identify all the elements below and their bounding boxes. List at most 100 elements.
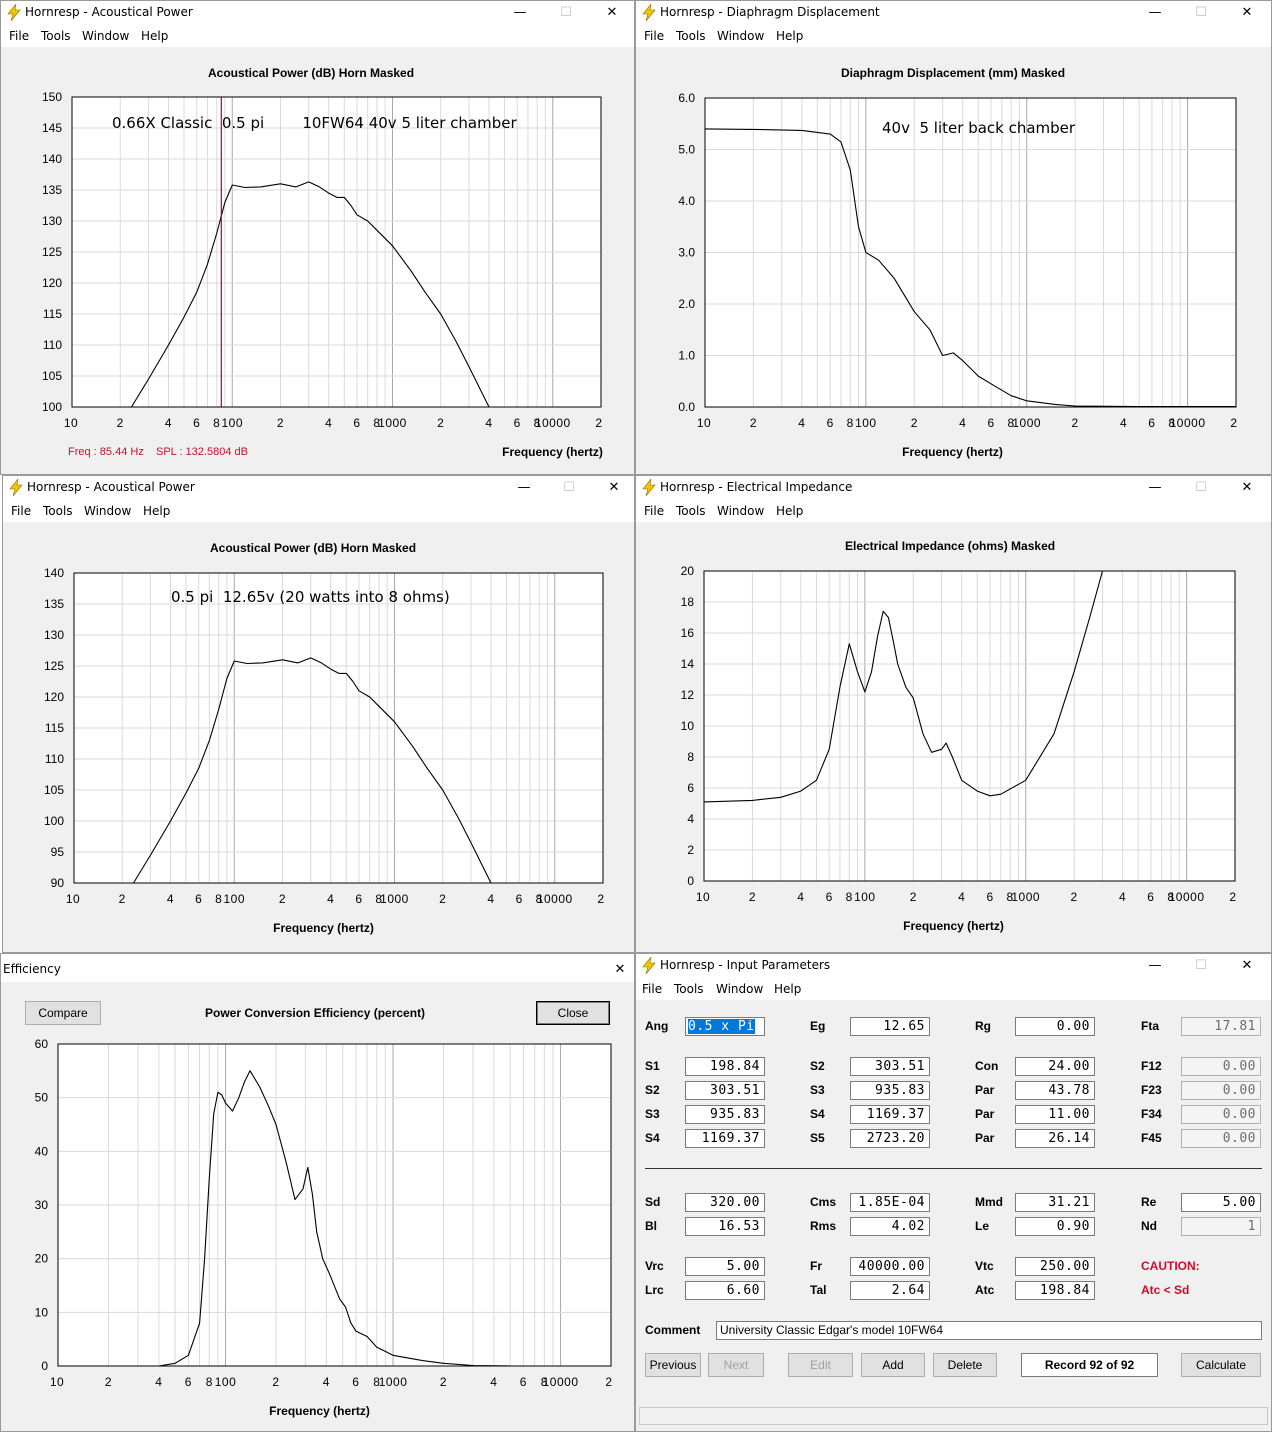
menu-tools[interactable]: Tools [676,504,706,518]
param-field-s2[interactable]: 303.51 [685,1081,765,1100]
param-field-s4[interactable]: 1169.37 [850,1105,930,1124]
param-field-mmd[interactable]: 31.21 [1015,1193,1095,1212]
menu-file[interactable]: File [9,29,30,43]
minimize-button[interactable]: — [517,480,531,495]
param-field-ang[interactable]: 0.5 x Pi [685,1017,765,1036]
param-field-eg[interactable]: 12.65 [850,1017,930,1036]
minimize-button[interactable]: — [513,5,527,20]
x-tick-label: 8 [536,892,543,906]
x-tick-label: 1000 [1012,416,1041,430]
menu-tools[interactable]: Tools [43,504,73,518]
param-field-s4[interactable]: 1169.37 [685,1129,765,1148]
param-field-f12: 0.00 [1181,1057,1261,1076]
menu-window[interactable]: Window [717,29,765,43]
close-button[interactable]: ✕ [608,480,620,495]
maximize-button[interactable]: ☐ [1195,480,1207,495]
menu-help[interactable]: Help [776,29,804,43]
next-button[interactable]: Next [708,1353,764,1377]
menu-window[interactable]: Window [84,504,132,518]
param-field-tal[interactable]: 2.64 [850,1281,930,1300]
param-field-cms[interactable]: 1.85E-04 [850,1193,930,1212]
param-field-bl[interactable]: 16.53 [685,1217,765,1236]
param-field-s3[interactable]: 935.83 [685,1105,765,1124]
menu-help[interactable]: Help [141,29,169,43]
close-button[interactable]: ✕ [1241,5,1253,20]
param-field-sd[interactable]: 320.00 [685,1193,765,1212]
menu-help[interactable]: Help [143,504,171,518]
series-line [704,128,1236,408]
menu-window[interactable]: Window [717,504,765,518]
x-axis-label: Frequency (hertz) [273,921,374,935]
menu-tools[interactable]: Tools [41,29,71,43]
maximize-button[interactable]: ☐ [1195,5,1207,20]
add-button[interactable]: Add [861,1353,925,1377]
title-bar[interactable]: Hornresp - Acoustical Power — ☐ ✕ [3,476,634,500]
close-efficiency-button[interactable]: Close [536,1001,610,1025]
minimize-button[interactable]: — [1148,5,1162,20]
param-field-rms[interactable]: 4.02 [850,1217,930,1236]
parameters-panel: Ang 0.5 x Pi Eg 12.65 Rg 0.00 Fta 17.81 … [636,1000,1271,1431]
param-field-s5[interactable]: 2723.20 [850,1129,930,1148]
menu-file[interactable]: File [11,504,32,518]
x-tick-label: 10000 [537,892,573,906]
window-title: Hornresp - Electrical Impedance [660,480,853,494]
menu-help[interactable]: Help [774,982,802,996]
x-tick-label: 8 [373,416,380,430]
close-button[interactable]: ✕ [1241,480,1253,495]
close-button[interactable]: ✕ [614,962,626,977]
menu-tools[interactable]: Tools [676,29,706,43]
x-tick-label: 10 [50,1375,64,1389]
param-field-le[interactable]: 0.90 [1015,1217,1095,1236]
title-bar[interactable]: Hornresp - Electrical Impedance — ☐ ✕ [636,476,1271,500]
title-bar[interactable]: Hornresp - Diaphragm Displacement — ☐ ✕ [636,1,1271,25]
menu-tools[interactable]: Tools [674,982,704,996]
param-field-par[interactable]: 26.14 [1015,1129,1095,1148]
comment-field[interactable]: University Classic Edgar's model 10FW64 [716,1321,1262,1340]
minimize-button[interactable]: — [1148,958,1162,973]
maximize-button[interactable]: ☐ [563,480,575,495]
caution-message: Atc < Sd [1141,1283,1190,1297]
title-bar[interactable]: Hornresp - Input Parameters — ☐ ✕ [636,954,1271,978]
compare-button[interactable]: Compare [25,1001,101,1025]
delete-button[interactable]: Delete [933,1353,997,1377]
close-button[interactable]: ✕ [1241,958,1253,973]
menu-file[interactable]: File [642,982,663,996]
x-tick-label: 8 [847,416,854,430]
previous-button[interactable]: Previous [645,1353,701,1377]
x-tick-label: 4 [155,1375,162,1389]
menu-file[interactable]: File [644,504,665,518]
title-bar[interactable]: Efficiency ✕ [1,954,634,978]
edit-button[interactable]: Edit [788,1353,853,1377]
param-field-vrc[interactable]: 5.00 [685,1257,765,1276]
param-field-s1[interactable]: 198.84 [685,1057,765,1076]
param-field-atc[interactable]: 198.84 [1015,1281,1095,1300]
param-field-lrc[interactable]: 6.60 [685,1281,765,1300]
minimize-button[interactable]: — [1148,480,1162,495]
param-field-vtc[interactable]: 250.00 [1015,1257,1095,1276]
menu-window[interactable]: Window [82,29,130,43]
menu-window[interactable]: Window [716,982,764,996]
param-field-re[interactable]: 5.00 [1181,1193,1261,1212]
calculate-button[interactable]: Calculate [1181,1353,1261,1377]
menu-help[interactable]: Help [776,504,804,518]
param-field-par[interactable]: 11.00 [1015,1105,1095,1124]
param-field-s2[interactable]: 303.51 [850,1057,930,1076]
param-field-s3[interactable]: 935.83 [850,1081,930,1100]
param-field-rg[interactable]: 0.00 [1015,1017,1095,1036]
param-field-par[interactable]: 43.78 [1015,1081,1095,1100]
x-tick-label: 1000 [378,416,407,430]
title-bar[interactable]: Hornresp - Acoustical Power — ☐ ✕ [1,1,634,25]
x-tick-label: 8 [213,416,220,430]
menu-file[interactable]: File [644,29,665,43]
param-field-fr[interactable]: 40000.00 [850,1257,930,1276]
param-field-con[interactable]: 24.00 [1015,1057,1095,1076]
close-button[interactable]: ✕ [606,5,618,20]
maximize-button[interactable]: ☐ [560,5,572,20]
maximize-button[interactable]: ☐ [1195,958,1207,973]
x-tick-label: 2 [750,416,757,430]
